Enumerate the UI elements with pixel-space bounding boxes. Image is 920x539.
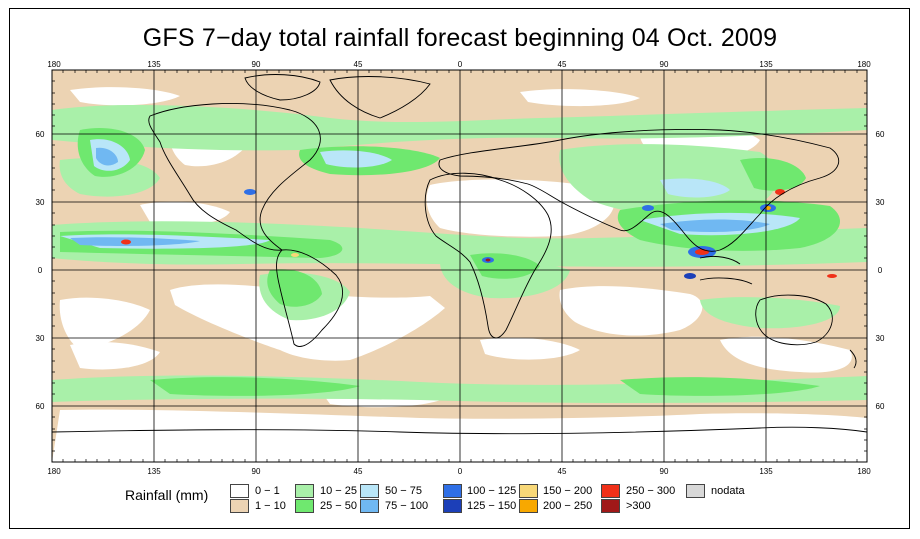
legend-title: Rainfall (mm) bbox=[125, 487, 209, 503]
left-lat-label: 60 bbox=[36, 130, 45, 139]
legend-label: 1 − 10 bbox=[255, 500, 286, 512]
left-lat-labels: 60 30 0 30 60 bbox=[36, 130, 45, 411]
legend-label: 10 − 25 bbox=[320, 485, 358, 497]
bottom-lon-labels: 180 135 90 45 0 45 90 135 180 bbox=[47, 467, 871, 476]
bottom-lon-label: 90 bbox=[252, 467, 261, 476]
bottom-lon-label: 90 bbox=[660, 467, 669, 476]
graticule bbox=[52, 70, 867, 462]
coastlines bbox=[52, 74, 867, 435]
left-lat-label: 30 bbox=[36, 334, 45, 343]
right-lat-label: 30 bbox=[876, 334, 885, 343]
left-lat-label: 0 bbox=[38, 266, 43, 275]
map-body bbox=[52, 70, 867, 462]
legend-label: 0 − 1 bbox=[255, 485, 280, 497]
top-lon-label: 135 bbox=[147, 60, 161, 69]
top-lon-labels: 180 135 90 45 0 45 90 135 180 bbox=[47, 60, 871, 69]
legend-swatch bbox=[686, 484, 705, 498]
legend-label: nodata bbox=[711, 485, 745, 497]
legend-swatch bbox=[519, 499, 538, 513]
bottom-lon-label: 180 bbox=[857, 467, 871, 476]
legend-swatch bbox=[360, 484, 379, 498]
legend-label: 75 − 100 bbox=[385, 500, 429, 512]
top-lon-label: 0 bbox=[458, 60, 463, 69]
legend-swatch bbox=[601, 499, 620, 513]
legend-label: 100 − 125 bbox=[467, 485, 517, 497]
right-lat-label: 30 bbox=[876, 198, 885, 207]
legend-label: >300 bbox=[626, 500, 651, 512]
right-lat-label: 0 bbox=[878, 266, 883, 275]
top-lon-label: 180 bbox=[47, 60, 61, 69]
top-lon-label: 180 bbox=[857, 60, 871, 69]
right-lat-label: 60 bbox=[876, 402, 885, 411]
legend-swatch bbox=[443, 484, 462, 498]
bottom-lon-label: 45 bbox=[354, 467, 363, 476]
legend-swatch bbox=[230, 484, 249, 498]
legend-swatch bbox=[360, 499, 379, 513]
legend-label: 250 − 300 bbox=[626, 485, 676, 497]
legend-label: 50 − 75 bbox=[385, 485, 423, 497]
bottom-lon-label: 0 bbox=[458, 467, 463, 476]
legend-swatch bbox=[443, 499, 462, 513]
rain-75-100 bbox=[70, 147, 770, 246]
bottom-lon-label: 45 bbox=[558, 467, 567, 476]
legend-label: 150 − 200 bbox=[543, 485, 593, 497]
figure-frame bbox=[9, 8, 910, 529]
bottom-lon-label: 135 bbox=[759, 467, 773, 476]
bottom-lon-label: 180 bbox=[47, 467, 61, 476]
right-lat-label: 60 bbox=[876, 130, 885, 139]
legend-label: 125 − 150 bbox=[467, 500, 517, 512]
intense-rain-spots bbox=[121, 189, 837, 279]
left-lat-label: 30 bbox=[36, 198, 45, 207]
top-lon-label: 45 bbox=[354, 60, 363, 69]
left-lat-label: 60 bbox=[36, 402, 45, 411]
legend-swatch bbox=[230, 499, 249, 513]
legend-label: 200 − 250 bbox=[543, 500, 593, 512]
tick-marks bbox=[52, 70, 867, 462]
legend-swatch bbox=[295, 484, 314, 498]
map-title: GFS 7−day total rainfall forecast beginn… bbox=[142, 24, 778, 52]
top-lon-label: 135 bbox=[759, 60, 773, 69]
top-lon-label: 90 bbox=[252, 60, 261, 69]
legend-swatch bbox=[295, 499, 314, 513]
legend-swatch bbox=[519, 484, 538, 498]
legend-label: 25 − 50 bbox=[320, 500, 358, 512]
legend-swatch bbox=[601, 484, 620, 498]
map-border bbox=[51, 69, 868, 463]
top-lon-label: 90 bbox=[660, 60, 669, 69]
bottom-lon-label: 135 bbox=[147, 467, 161, 476]
top-lon-label: 45 bbox=[558, 60, 567, 69]
right-lat-labels: 60 30 0 30 60 bbox=[876, 130, 885, 411]
